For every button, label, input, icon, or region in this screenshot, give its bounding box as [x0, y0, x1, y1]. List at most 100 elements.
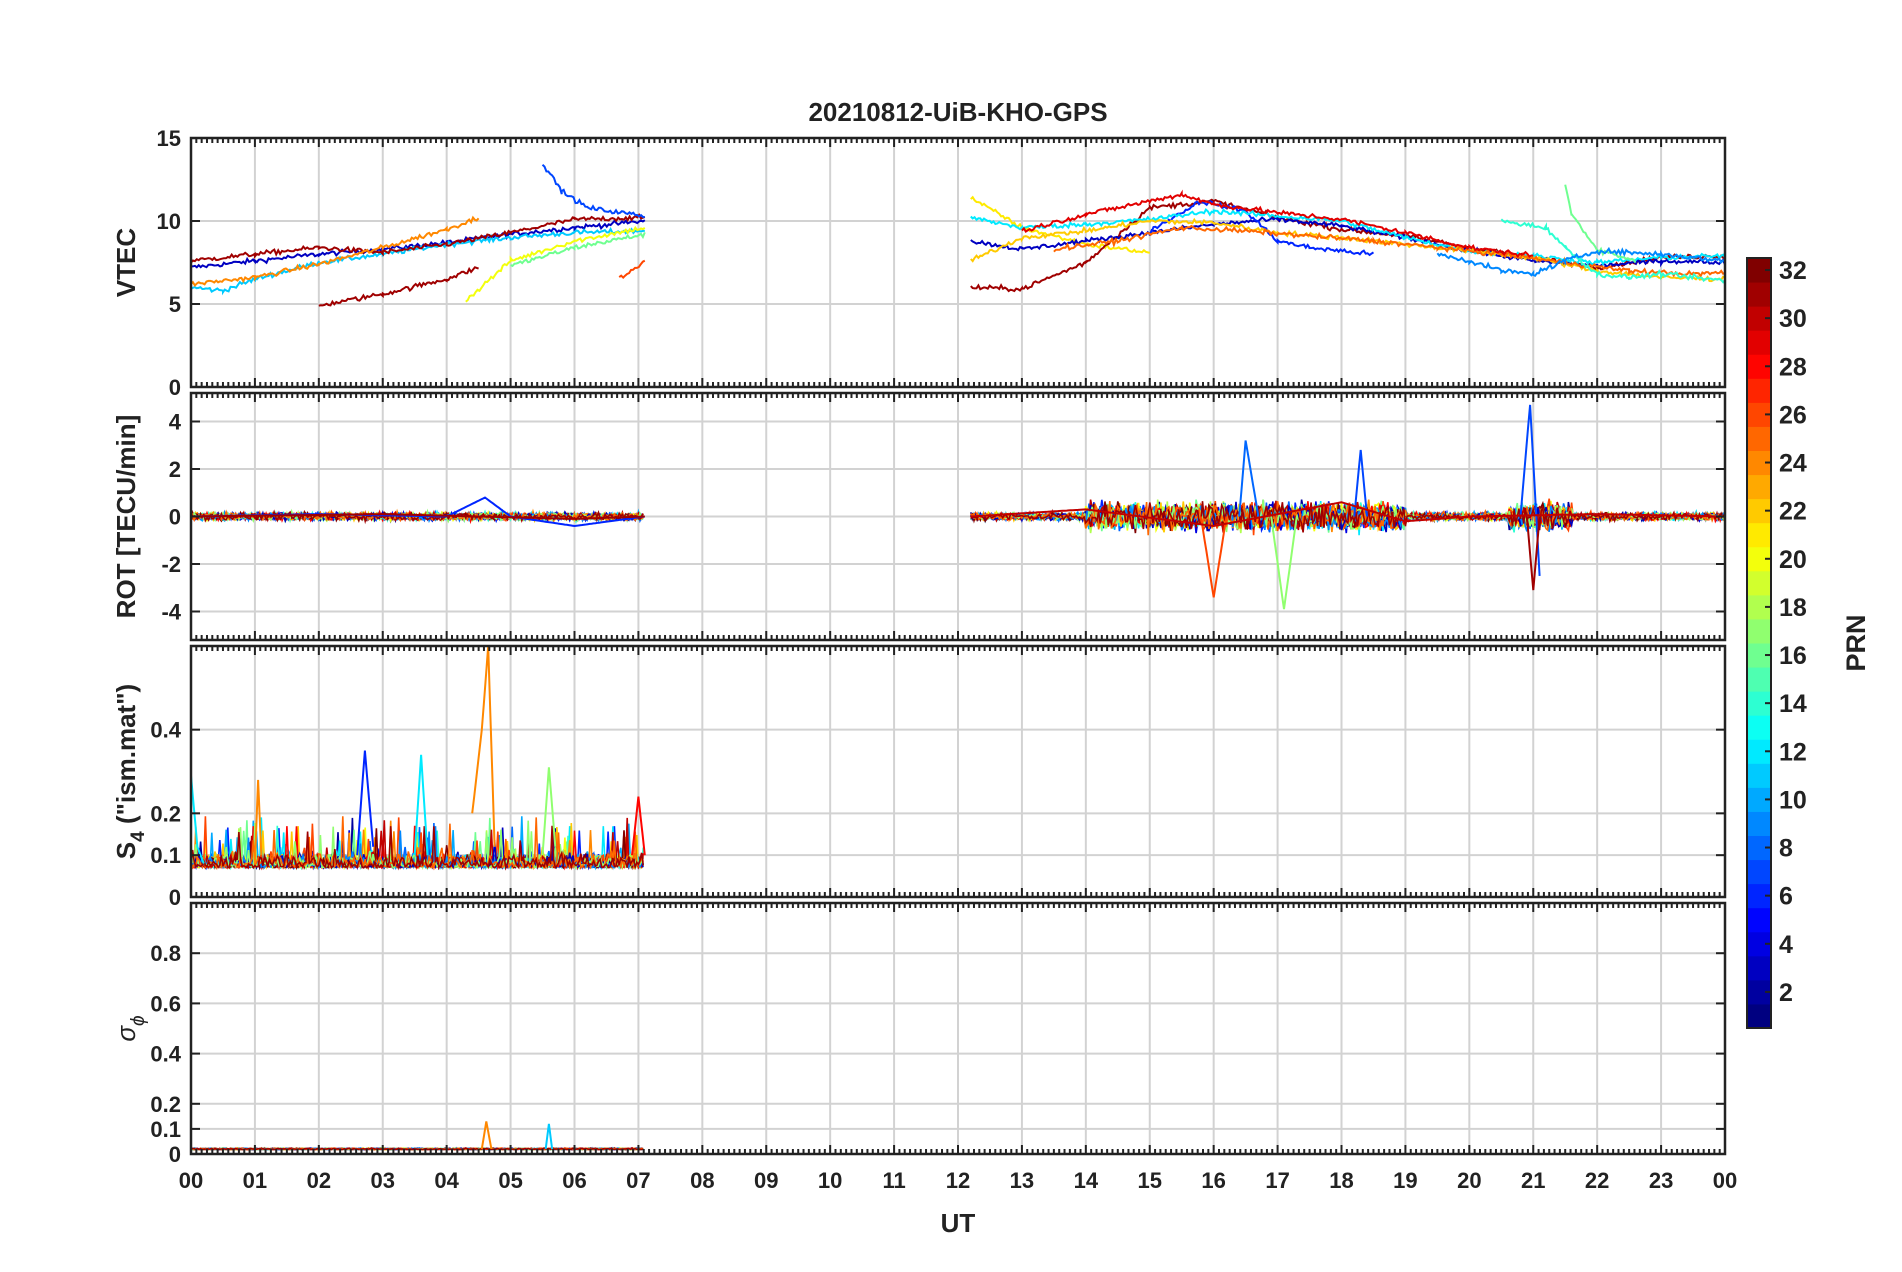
x-tick-label: 03 — [371, 1168, 395, 1193]
y-tick-label: 0 — [169, 505, 181, 530]
x-tick-label: 02 — [307, 1168, 331, 1193]
y-tick-label: 0.2 — [150, 801, 181, 826]
colorbar-bin — [1747, 667, 1771, 692]
x-tick-label: 04 — [434, 1168, 459, 1193]
y-tick-label: -2 — [161, 552, 181, 577]
y-axis-label-main: σ — [111, 1025, 141, 1042]
series-line-prn-20 — [465, 225, 646, 303]
x-tick-label: 22 — [1585, 1168, 1609, 1193]
y-tick-label: 2 — [169, 457, 181, 482]
x-axis-label: UT — [941, 1208, 976, 1238]
panel-vtec: 0 5 10 15 VTEC — [111, 126, 1727, 400]
x-tick-label: 21 — [1521, 1168, 1545, 1193]
colorbar-tick-label: 20 — [1779, 546, 1807, 574]
figure-title: 20210812-UiB-KHO-GPS — [808, 97, 1107, 127]
series-line-prn-6 — [1149, 199, 1375, 257]
colorbar-bin — [1747, 282, 1771, 307]
colorbar-tick-label: 2 — [1779, 979, 1793, 1007]
colorbar-bin — [1747, 715, 1771, 740]
gridlines — [191, 903, 1725, 1155]
series-line — [191, 825, 644, 871]
series-line-prn-17 — [1270, 516, 1298, 610]
x-tick-label: 06 — [562, 1168, 586, 1193]
colorbar-bin — [1747, 1003, 1771, 1029]
panel-s4: 0 0.1 0.2 0.4S4 ("ism.mat") — [111, 644, 1727, 910]
colorbar-bin — [1747, 474, 1771, 500]
series-lines — [191, 646, 646, 871]
x-tick-label: 00 — [179, 1168, 203, 1193]
series-line — [970, 501, 1725, 533]
series-line-prn-24 — [253, 779, 263, 864]
colorbar-tick-label: 30 — [1779, 305, 1807, 333]
y-tick-label: -4 — [161, 600, 181, 625]
series-line-prn-12 — [191, 775, 205, 864]
y-axis-label: S4 ("ism.mat") — [111, 684, 149, 859]
tick-marks — [190, 903, 1726, 1155]
colorbar-frame — [1746, 257, 1772, 1029]
colorbar-bin — [1747, 955, 1771, 981]
colorbar-bin — [1747, 859, 1771, 885]
series-line-prn-11 — [191, 226, 645, 296]
x-tick-label: 01 — [243, 1168, 267, 1193]
y-tick-label: 4 — [169, 410, 182, 435]
y-axis-label: VTEC — [111, 228, 141, 298]
x-tick-label: 23 — [1649, 1168, 1673, 1193]
series-line-prn-28 — [631, 796, 646, 856]
y-tick-label: 15 — [157, 126, 181, 151]
colorbar-tick-label: 12 — [1779, 738, 1807, 766]
panel-sigma_phi: 00.10.2 0.4 0.6 0.8 σϕ — [111, 901, 1727, 1167]
series-line-prn-31 — [1525, 516, 1541, 591]
series-line-prn-22 — [970, 217, 1725, 283]
y-tick-label: 0 — [169, 885, 181, 910]
series-lines — [191, 404, 1725, 610]
series-line-prn-17 — [541, 767, 557, 856]
colorbar-bin — [1747, 426, 1771, 451]
y-axis-label: ROT [TECU/min] — [111, 415, 141, 619]
x-tick-label: 10 — [818, 1168, 842, 1193]
y-tick-label: 0.4 — [150, 718, 181, 743]
x-tick-label: 14 — [1074, 1168, 1099, 1193]
x-tick-label: 19 — [1393, 1168, 1417, 1193]
gridlines — [191, 137, 1725, 388]
series-line-prn-31 — [191, 513, 645, 520]
series-line-prn-31 — [970, 198, 1725, 293]
y-tick-label: 0.8 — [150, 941, 181, 966]
y-tick-label: 0 — [169, 1142, 181, 1167]
series-line-prn-7 — [541, 164, 645, 219]
series-line-prn-24 — [191, 215, 480, 287]
series-line-prn-3 — [970, 215, 1725, 269]
x-tick-label: 17 — [1265, 1168, 1289, 1193]
series-line-prn-30 — [970, 501, 1725, 528]
colorbar-bin — [1747, 763, 1771, 788]
series-line-prn-31 — [318, 266, 479, 307]
y-axis-label-sub: 4 — [128, 831, 149, 842]
x-tick-label: 07 — [626, 1168, 650, 1193]
y-tick-label: 0.4 — [150, 1042, 181, 1067]
series-line-prn-3 — [191, 219, 646, 269]
series-line-prn-24 — [480, 1121, 493, 1150]
series-line-prn-24 — [471, 646, 496, 847]
series-line-prn-31 — [191, 212, 646, 264]
colorbar-tick-label: 26 — [1779, 401, 1807, 429]
colorbar-tick-label: 18 — [1779, 594, 1807, 622]
series-line-prn-21 — [970, 195, 1150, 254]
series-line — [191, 1147, 644, 1151]
colorbar-bin — [1747, 522, 1771, 548]
y-axis-label-sub: ϕ — [128, 1015, 149, 1026]
colorbar-bin — [1747, 330, 1771, 355]
y-tick-label: 0.1 — [150, 843, 181, 868]
tick-marks — [190, 137, 1726, 388]
series-line-prn-26 — [618, 259, 646, 279]
colorbar-tick-label: 32 — [1779, 257, 1807, 285]
y-tick-label: 0.1 — [150, 1117, 181, 1142]
series-lines — [191, 164, 1725, 307]
x-tick-label: 13 — [1010, 1168, 1034, 1193]
series-line-prn-16 — [510, 232, 646, 268]
colorbar-tick-label: 24 — [1779, 450, 1807, 478]
colorbar-label: PRN — [1841, 614, 1871, 671]
y-axis-label-main: S — [111, 842, 141, 859]
colorbar-bin — [1747, 811, 1771, 836]
series-line-prn-25 — [1053, 224, 1725, 279]
colorbar-tick-label: 4 — [1779, 931, 1793, 959]
